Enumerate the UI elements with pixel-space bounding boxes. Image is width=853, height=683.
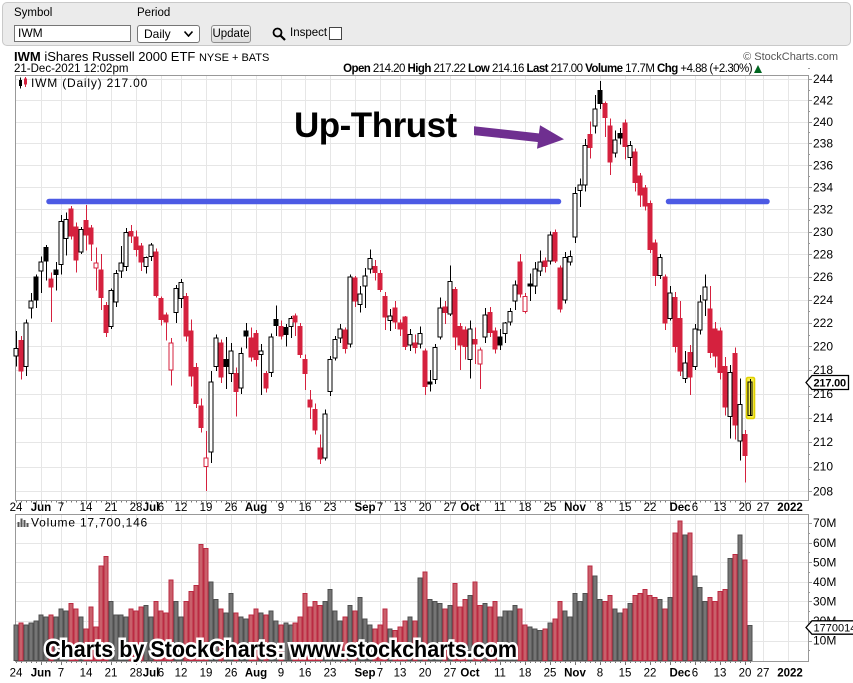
svg-text:22: 22 bbox=[644, 502, 657, 514]
svg-text:24: 24 bbox=[10, 668, 23, 680]
svg-text:Jun: Jun bbox=[31, 668, 51, 680]
svg-text:Aug: Aug bbox=[245, 502, 267, 514]
svg-text:6: 6 bbox=[158, 502, 164, 514]
svg-text:21: 21 bbox=[105, 668, 118, 680]
svg-text:Charts by StockCharts: www.st: Charts by StockCharts: www.stockcharts.c… bbox=[45, 636, 517, 662]
svg-text:28: 28 bbox=[130, 668, 143, 680]
svg-text:18: 18 bbox=[519, 668, 532, 680]
svg-text:226: 226 bbox=[813, 270, 833, 284]
svg-text:Dec: Dec bbox=[669, 668, 691, 680]
svg-text:Sep: Sep bbox=[354, 668, 375, 680]
svg-text:14: 14 bbox=[80, 502, 93, 514]
svg-text:228: 228 bbox=[813, 247, 833, 261]
svg-text:11: 11 bbox=[494, 502, 506, 514]
svg-text:8: 8 bbox=[597, 668, 603, 680]
svg-text:244: 244 bbox=[813, 72, 833, 86]
svg-text:70M: 70M bbox=[813, 516, 836, 530]
svg-text:214: 214 bbox=[813, 411, 833, 425]
svg-text:13: 13 bbox=[714, 668, 727, 680]
svg-text:Dec: Dec bbox=[669, 502, 691, 514]
svg-text:6: 6 bbox=[692, 668, 698, 680]
svg-text:8: 8 bbox=[597, 502, 603, 514]
svg-text:20: 20 bbox=[739, 668, 752, 680]
svg-text:2022: 2022 bbox=[777, 668, 803, 680]
svg-text:21: 21 bbox=[105, 502, 118, 514]
svg-text:7: 7 bbox=[58, 668, 64, 680]
svg-text:17700146: 17700146 bbox=[814, 622, 853, 634]
svg-text:20: 20 bbox=[419, 668, 432, 680]
svg-text:27: 27 bbox=[444, 502, 457, 514]
svg-text:Nov: Nov bbox=[564, 668, 586, 680]
svg-text:27: 27 bbox=[757, 502, 770, 514]
svg-text:30M: 30M bbox=[813, 595, 836, 609]
svg-text:23: 23 bbox=[324, 668, 337, 680]
svg-text:26: 26 bbox=[225, 668, 238, 680]
svg-text:6: 6 bbox=[692, 502, 698, 514]
svg-text:216: 216 bbox=[813, 387, 833, 401]
svg-text:12: 12 bbox=[175, 502, 188, 514]
svg-text:13: 13 bbox=[714, 502, 727, 514]
svg-text:222: 222 bbox=[813, 316, 833, 330]
svg-text:23: 23 bbox=[324, 502, 337, 514]
svg-text:18: 18 bbox=[519, 502, 532, 514]
svg-text:27: 27 bbox=[757, 668, 770, 680]
svg-text:16: 16 bbox=[299, 502, 312, 514]
svg-text:217.00: 217.00 bbox=[814, 378, 847, 390]
svg-text:230: 230 bbox=[813, 225, 833, 239]
svg-text:6: 6 bbox=[158, 668, 164, 680]
svg-text:15: 15 bbox=[619, 668, 632, 680]
svg-text:242: 242 bbox=[813, 94, 833, 108]
svg-text:10M: 10M bbox=[813, 634, 836, 648]
svg-text:220: 220 bbox=[813, 340, 833, 354]
svg-text:212: 212 bbox=[813, 435, 833, 449]
svg-text:16: 16 bbox=[299, 668, 312, 680]
svg-text:9: 9 bbox=[278, 502, 284, 514]
svg-text:7: 7 bbox=[377, 668, 383, 680]
svg-text:20: 20 bbox=[419, 502, 432, 514]
svg-text:224: 224 bbox=[813, 293, 833, 307]
svg-text:Jul: Jul bbox=[143, 502, 160, 514]
svg-text:19: 19 bbox=[200, 668, 213, 680]
svg-text:232: 232 bbox=[813, 202, 833, 216]
svg-text:210: 210 bbox=[813, 460, 833, 474]
svg-text:9: 9 bbox=[278, 668, 284, 680]
svg-text:Aug: Aug bbox=[245, 668, 267, 680]
svg-text:Nov: Nov bbox=[564, 502, 586, 514]
svg-text:11: 11 bbox=[494, 668, 506, 680]
svg-text:234: 234 bbox=[813, 180, 833, 194]
svg-text:7: 7 bbox=[377, 502, 383, 514]
svg-text:19: 19 bbox=[200, 502, 213, 514]
svg-text:28: 28 bbox=[130, 502, 143, 514]
svg-text:7: 7 bbox=[58, 502, 64, 514]
svg-text:Volume 17,700,146: Volume 17,700,146 bbox=[31, 516, 148, 530]
svg-text:Sep: Sep bbox=[354, 502, 375, 514]
svg-text:26: 26 bbox=[225, 502, 238, 514]
svg-text:13: 13 bbox=[394, 502, 407, 514]
svg-text:50M: 50M bbox=[813, 555, 836, 569]
svg-text:Jun: Jun bbox=[31, 502, 51, 514]
svg-text:25: 25 bbox=[544, 502, 557, 514]
svg-text:208: 208 bbox=[813, 484, 833, 498]
svg-text:240: 240 bbox=[813, 115, 833, 129]
svg-text:218: 218 bbox=[813, 363, 833, 377]
svg-text:40M: 40M bbox=[813, 575, 836, 589]
svg-text:Up-Thrust: Up-Thrust bbox=[294, 106, 458, 145]
svg-text:25: 25 bbox=[544, 668, 557, 680]
svg-text:13: 13 bbox=[394, 668, 407, 680]
svg-text:Jul: Jul bbox=[143, 668, 160, 680]
svg-text:238: 238 bbox=[813, 137, 833, 151]
svg-text:15: 15 bbox=[619, 502, 632, 514]
svg-text:24: 24 bbox=[10, 502, 23, 514]
svg-text:27: 27 bbox=[444, 668, 457, 680]
svg-text:IWM (Daily) 217.00: IWM (Daily) 217.00 bbox=[31, 76, 148, 90]
svg-text:14: 14 bbox=[80, 668, 93, 680]
svg-text:Oct: Oct bbox=[460, 502, 479, 514]
svg-text:22: 22 bbox=[644, 668, 657, 680]
svg-text:12: 12 bbox=[175, 668, 188, 680]
svg-text:60M: 60M bbox=[813, 536, 836, 550]
svg-text:236: 236 bbox=[813, 158, 833, 172]
svg-text:2022: 2022 bbox=[777, 502, 803, 514]
svg-text:Oct: Oct bbox=[460, 668, 479, 680]
svg-text:20: 20 bbox=[739, 502, 752, 514]
